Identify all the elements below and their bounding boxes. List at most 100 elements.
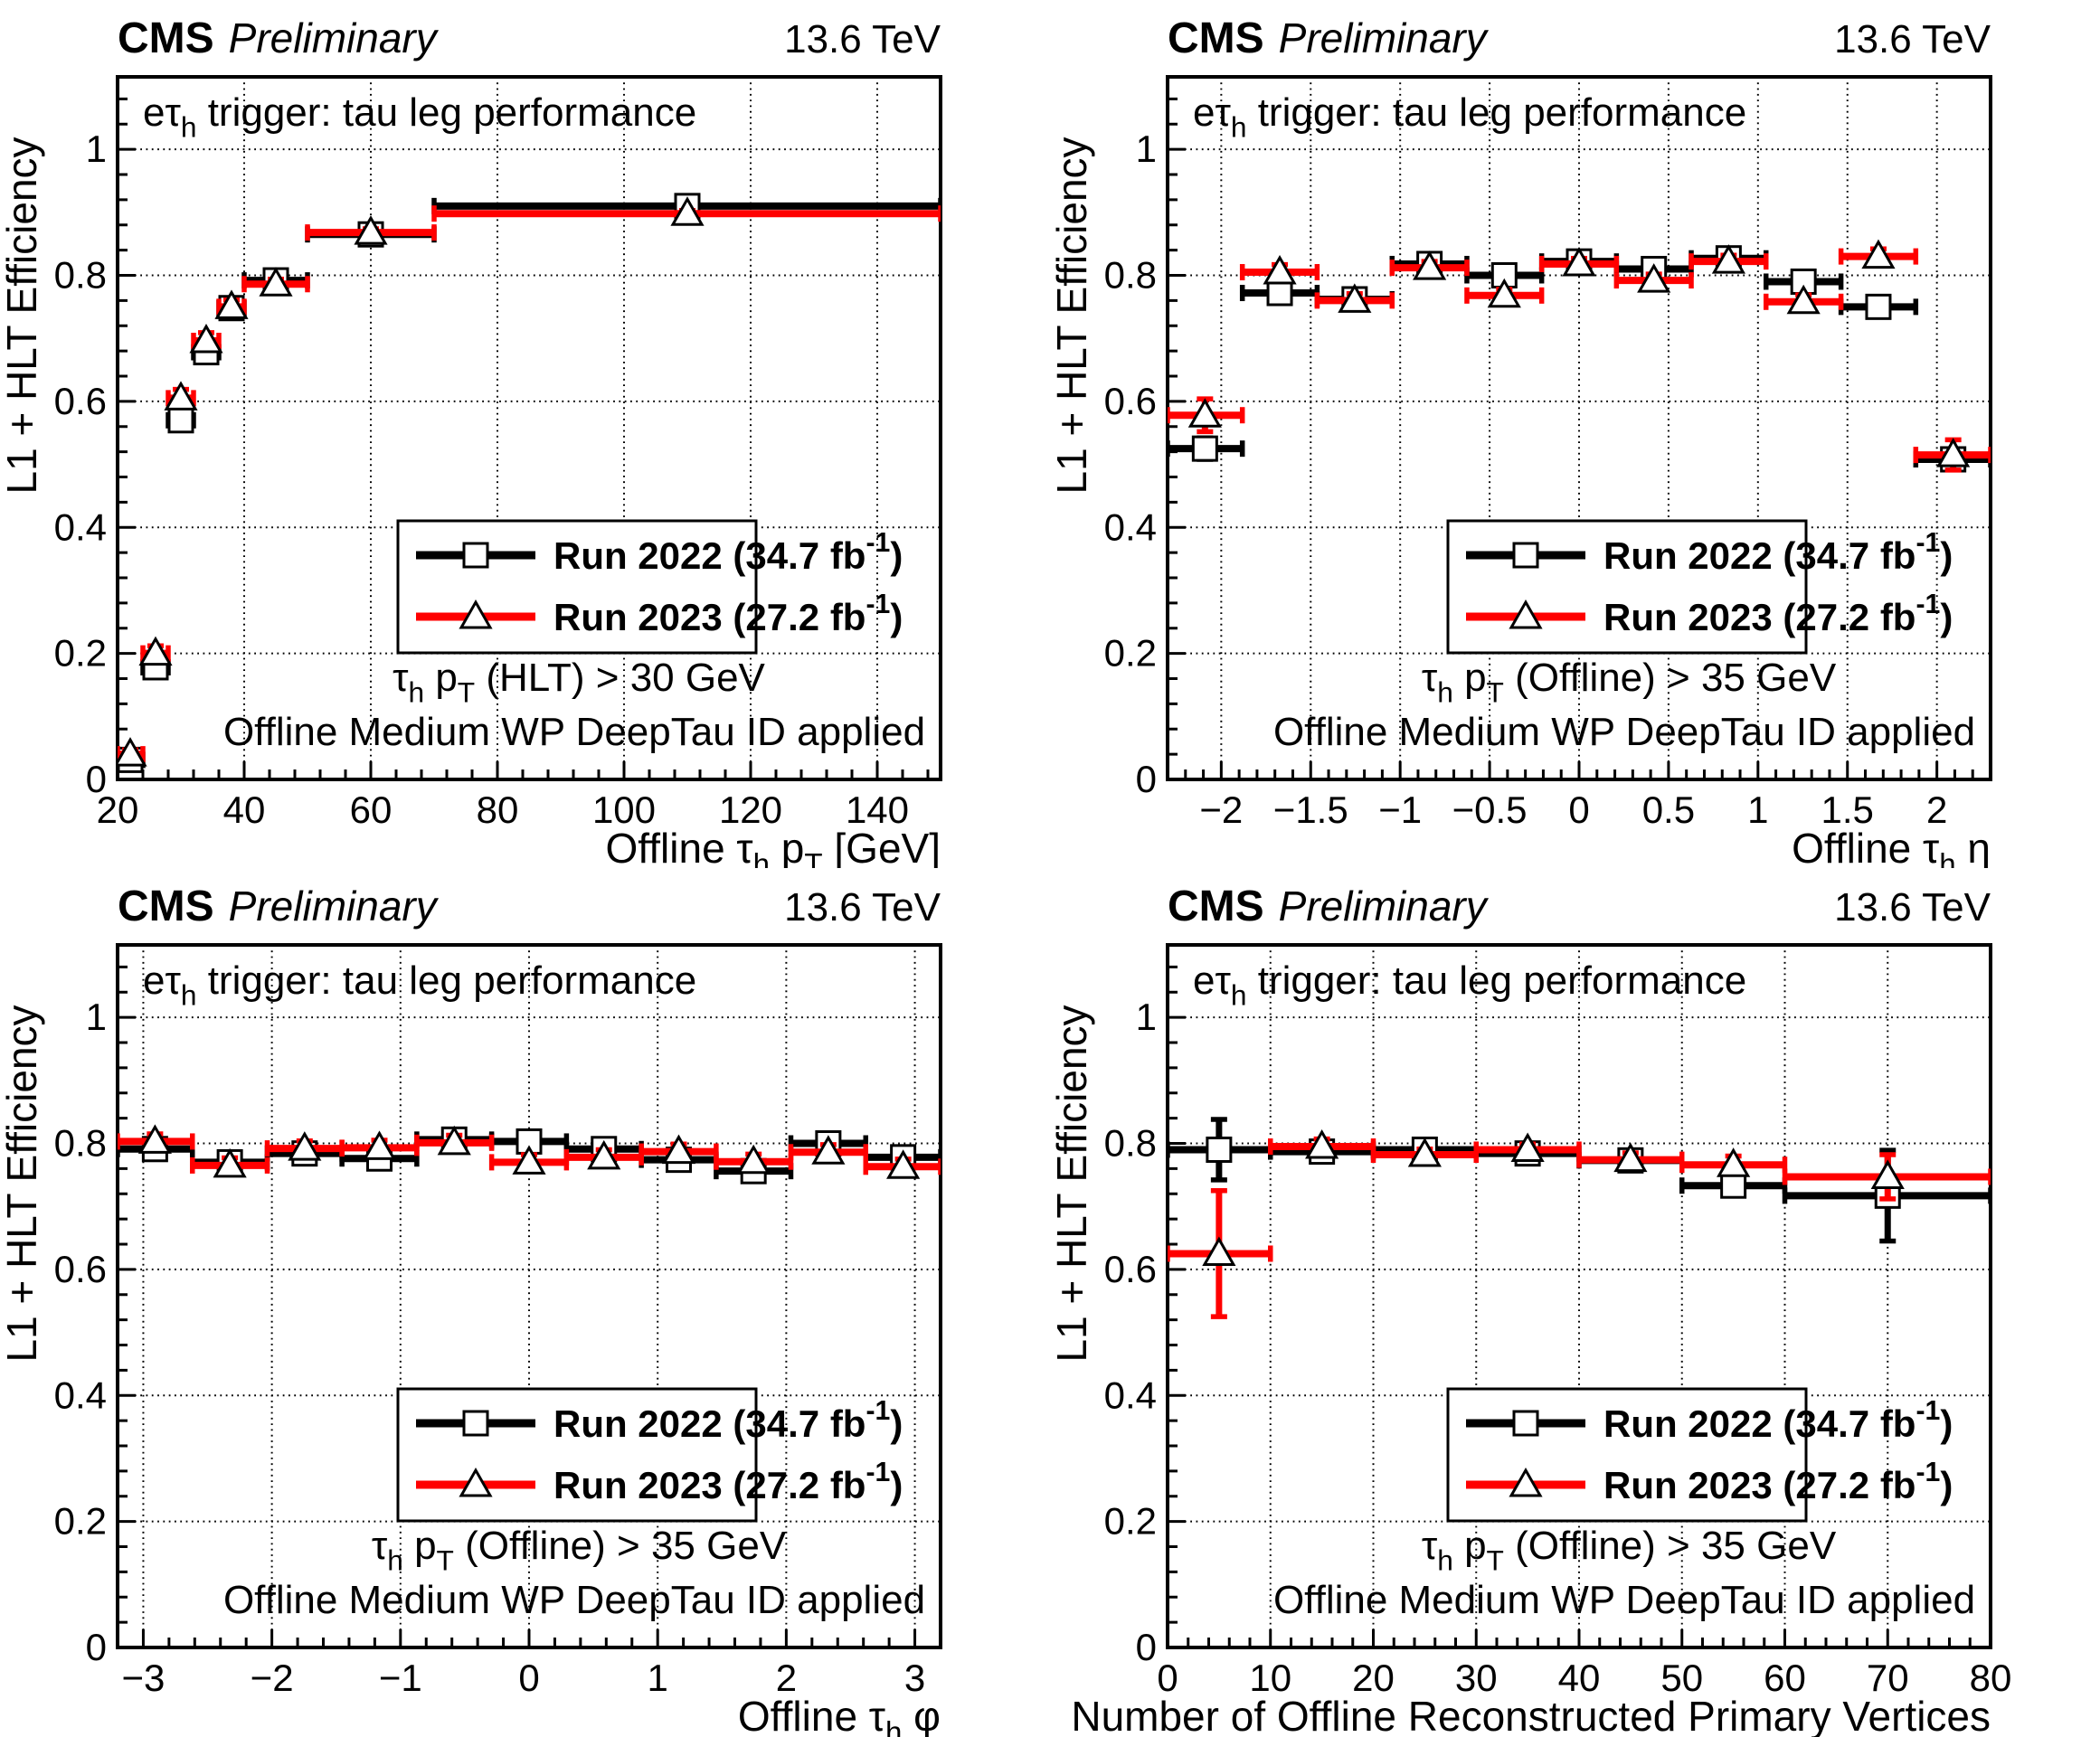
data-point-run2022 — [167, 407, 194, 434]
data-point-run2023 — [1711, 244, 1745, 274]
y-axis-title: L1 + HLT Efficiency — [0, 137, 45, 494]
y-tick-label: 0.4 — [1104, 505, 1157, 548]
x-tick-label: 2 — [1926, 788, 1947, 831]
axis-ticks — [1166, 965, 1992, 1649]
legend: Run 2022 (34.7 fb-1) Run 2023 (27.2 fb-1) — [396, 519, 903, 655]
info-line-2: Offline Medium WP DeepTau ID applied — [1273, 1578, 1975, 1622]
data-point-run2023 — [1562, 246, 1596, 277]
legend-entry-label: Run 2022 (34.7 fb-1) — [1603, 528, 1953, 577]
data-point-run2023 — [661, 1134, 696, 1165]
x-tick-label: 50 — [1660, 1657, 1703, 1699]
x-tick-label: 3 — [904, 1657, 925, 1699]
x-axis-title: Offline τh η — [1792, 825, 1991, 868]
y-tick-label: 0.6 — [54, 1248, 107, 1290]
x-tick-label: 0 — [1157, 1657, 1178, 1699]
data-point-run2023 — [1510, 1132, 1545, 1162]
preliminary-label: Preliminary — [229, 14, 440, 61]
y-tick-label: 1 — [86, 127, 107, 170]
data-point-run2023 — [259, 267, 293, 297]
legend-marker-square — [1512, 1410, 1539, 1437]
x-tick-label: −1 — [1378, 788, 1422, 831]
data-point-run2023 — [1717, 1147, 1751, 1177]
y-tick-label: 0.4 — [1104, 1374, 1157, 1416]
data-point-run2023 — [214, 289, 249, 319]
y-tick-label: 0 — [86, 758, 107, 800]
x-tick-label: 60 — [1764, 1657, 1806, 1699]
x-tick-label: 20 — [1352, 1657, 1395, 1699]
data-point-run2023 — [1786, 284, 1821, 315]
data-series — [118, 1124, 941, 1185]
data-point-run2023 — [1305, 1128, 1339, 1159]
data-point-run2023 — [164, 381, 198, 411]
x-tick-label: 80 — [477, 788, 519, 831]
data-series — [118, 193, 941, 773]
data-point-run2023 — [670, 196, 705, 226]
y-axis-title: L1 + HLT Efficiency — [1050, 137, 1095, 494]
x-tick-label: 1 — [648, 1657, 668, 1699]
data-point-run2023 — [118, 737, 147, 767]
data-point-run2023 — [1413, 250, 1447, 280]
y-axis-title: L1 + HLT Efficiency — [0, 1005, 45, 1362]
y-tick-label: 0.8 — [1104, 1122, 1157, 1165]
legend-box — [1446, 519, 1808, 655]
data-point-run2023 — [587, 1139, 621, 1170]
x-tick-label: 2 — [776, 1657, 797, 1699]
x-tick-label: −2 — [251, 1657, 294, 1699]
x-tick-label: 40 — [223, 788, 266, 831]
data-point-run2023 — [213, 1147, 247, 1178]
data-point-run2023 — [137, 1124, 172, 1154]
data-point-run2023 — [362, 1130, 397, 1160]
data-point-run2023 — [1263, 255, 1297, 285]
x-tick-label: −1.5 — [1273, 788, 1348, 831]
x-axis-title: Offline τh φ — [738, 1693, 941, 1737]
legend-entry-label: Run 2023 (27.2 fb-1) — [1603, 590, 1953, 638]
legend-marker-triangle — [459, 599, 493, 629]
legend-marker-square — [462, 542, 489, 569]
x-tick-label: 70 — [1867, 1657, 1909, 1699]
info-line-2: Offline Medium WP DeepTau ID applied — [223, 1578, 925, 1622]
data-point-run2023 — [736, 1144, 771, 1175]
data-point-run2023 — [1613, 1142, 1648, 1173]
legend: Run 2022 (34.7 fb-1) Run 2023 (27.2 fb-1) — [1446, 1387, 1953, 1523]
cms-label: CMS — [118, 14, 214, 62]
data-point-run2023 — [1202, 1236, 1236, 1266]
x-axis-title: Offline τh pT [GeV] — [606, 825, 941, 868]
y-tick-label: 0.6 — [1104, 1248, 1157, 1290]
y-tick-label: 0.4 — [54, 1374, 107, 1416]
x-tick-label: 60 — [350, 788, 393, 831]
y-tick-label: 0 — [1136, 1626, 1157, 1668]
x-tick-label: 120 — [719, 788, 782, 831]
y-tick-label: 0.2 — [54, 632, 107, 675]
legend-entry-label: Run 2022 (34.7 fb-1) — [553, 528, 903, 577]
x-tick-label: −1 — [379, 1657, 422, 1699]
x-tick-label: 80 — [1970, 1657, 2012, 1699]
data-point-run2023 — [1487, 278, 1521, 308]
x-tick-label: 0.5 — [1642, 788, 1695, 831]
energy-label: 13.6 TeV — [784, 17, 941, 61]
y-tick-label: 0.8 — [54, 254, 107, 297]
data-series — [1168, 239, 1991, 473]
series-run2023 — [1168, 1128, 1991, 1319]
y-tick-label: 0.6 — [54, 380, 107, 422]
y-tick-label: 1 — [1136, 127, 1157, 170]
x-tick-label: 20 — [97, 788, 139, 831]
panel-nvtx-efficiency: 0 10 20 30 40 50 60 70 80 0 0.2 0.4 0.6 0.8 1 Number of… — [1050, 883, 2012, 1737]
data-point-run2023 — [1936, 438, 1971, 467]
legend: Run 2022 (34.7 fb-1) Run 2023 (27.2 fb-1) — [396, 1387, 903, 1523]
panel-pt-efficiency: 20 40 60 80 100 120 140 0 0.2 0.4 0.6 0.8 1 Offline τ… — [0, 14, 942, 868]
data-point-run2022 — [1191, 435, 1218, 462]
data-point-run2022 — [1720, 1172, 1747, 1199]
legend-entry-label: Run 2022 (34.7 fb-1) — [1603, 1396, 1953, 1445]
y-tick-label: 0.2 — [54, 1500, 107, 1543]
data-point-run2023 — [189, 323, 223, 354]
data-point-run2023 — [437, 1125, 471, 1156]
legend-box — [1446, 1387, 1808, 1523]
data-point-run2023 — [1407, 1138, 1442, 1167]
data-point-run2023 — [1338, 283, 1372, 313]
y-tick-label: 1 — [86, 996, 107, 1038]
data-series — [1168, 1117, 1991, 1319]
data-point-run2023 — [1637, 263, 1671, 293]
info-line-2: Offline Medium WP DeepTau ID applied — [223, 710, 925, 754]
x-tick-label: 1.5 — [1821, 788, 1874, 831]
data-point-run2023 — [886, 1149, 921, 1179]
